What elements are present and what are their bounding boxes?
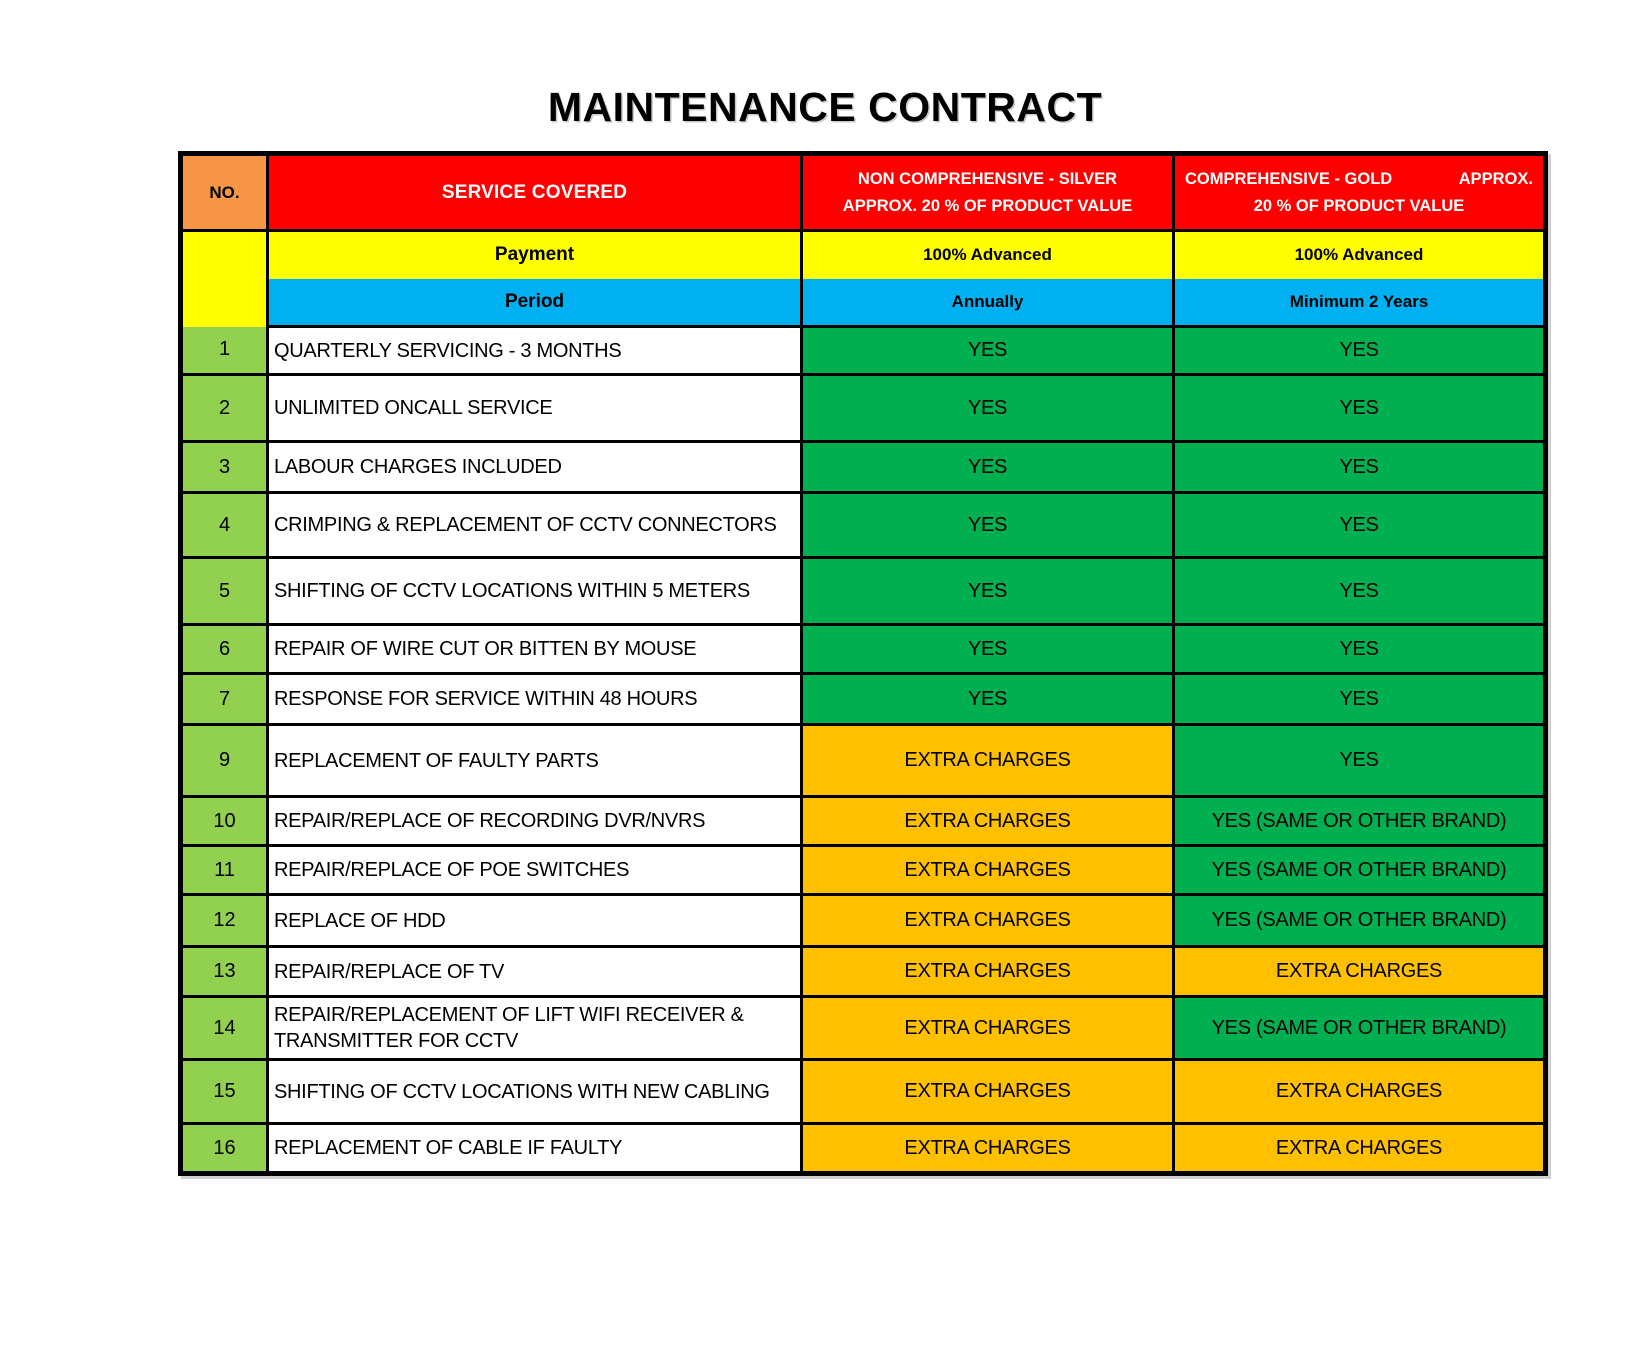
table-row: 14 REPAIR/REPLACEMENT OF LIFT WIFI RECEI… (179, 995, 1547, 1061)
service-cell: REPAIR/REPLACE OF RECORDING DVR/NVRS (266, 795, 803, 847)
payment-row: Payment 100% Advanced 100% Advanced (179, 229, 1547, 327)
row-number-cell: 11 (179, 844, 269, 896)
row-number-cell: 2 (179, 373, 269, 443)
silver-plan-line2: APPROX. 20 % OF PRODUCT VALUE (842, 196, 1133, 215)
table-row: 12 REPLACE OF HDD EXTRA CHARGES YES (SAM… (179, 893, 1547, 948)
service-cell: REPAIR OF WIRE CUT OR BITTEN BY MOUSE (266, 623, 803, 675)
gold-value-cell: YES (1172, 556, 1547, 626)
row-number-cell: 5 (179, 556, 269, 626)
service-cell: RESPONSE FOR SERVICE WITHIN 48 HOURS (266, 672, 803, 726)
gold-value-cell: YES (1172, 623, 1547, 675)
service-cell: REPAIR/REPLACEMENT OF LIFT WIFI RECEIVER… (266, 995, 803, 1061)
service-cell: REPAIR/REPLACE OF POE SWITCHES (266, 844, 803, 896)
gold-value-cell: YES (SAME OR OTHER BRAND) (1172, 995, 1547, 1061)
silver-value-cell: EXTRA CHARGES (800, 1058, 1175, 1125)
row-number-cell: 12 (179, 893, 269, 948)
silver-value-cell: EXTRA CHARGES (800, 995, 1175, 1061)
gold-plan-name: COMPREHENSIVE - GOLD (1185, 169, 1393, 188)
silver-value-cell: YES (800, 373, 1175, 443)
service-cell: UNLIMITED ONCALL SERVICE (266, 373, 803, 443)
row-number-cell: 15 (179, 1058, 269, 1125)
service-cell: REPLACEMENT OF CABLE IF FAULTY (266, 1122, 803, 1175)
gold-value-cell: YES (1172, 491, 1547, 559)
row-number-cell: 13 (179, 945, 269, 998)
period-silver-cell: Annually (800, 278, 1175, 328)
service-cell: SHIFTING OF CCTV LOCATIONS WITH NEW CABL… (266, 1058, 803, 1125)
period-label-cell: Period (266, 278, 803, 328)
table-row: 7 RESPONSE FOR SERVICE WITHIN 48 HOURS Y… (179, 672, 1547, 726)
silver-value-cell: EXTRA CHARGES (800, 723, 1175, 798)
silver-value-cell: EXTRA CHARGES (800, 893, 1175, 948)
payment-gold-cell: 100% Advanced (1172, 229, 1547, 279)
silver-value-cell: YES (800, 556, 1175, 626)
gold-value-cell: EXTRA CHARGES (1172, 945, 1547, 998)
silver-plan-line1: NON COMPREHENSIVE - SILVER (857, 169, 1118, 188)
row-number-cell: 3 (179, 440, 269, 494)
no-header-cell: NO. (179, 152, 269, 232)
silver-value-cell: YES (800, 672, 1175, 726)
table-row: 9 REPLACEMENT OF FAULTY PARTS EXTRA CHAR… (179, 723, 1547, 798)
gold-value-cell: YES (SAME OR OTHER BRAND) (1172, 795, 1547, 847)
row-number-cell: 9 (179, 723, 269, 798)
gold-value-cell: YES (SAME OR OTHER BRAND) (1172, 844, 1547, 896)
service-cell: SHIFTING OF CCTV LOCATIONS WITHIN 5 METE… (266, 556, 803, 626)
header-row: NO. SERVICE COVERED NON COMPREHENSIVE - … (179, 152, 1547, 232)
row-number-cell: 6 (179, 623, 269, 675)
table-row: 16 REPLACEMENT OF CABLE IF FAULTY EXTRA … (179, 1122, 1547, 1175)
gold-value-cell: YES (1172, 723, 1547, 798)
table-row: 2 UNLIMITED ONCALL SERVICE YES YES (179, 373, 1547, 443)
row-number-cell: 7 (179, 672, 269, 726)
table-row: 11 REPAIR/REPLACE OF POE SWITCHES EXTRA … (179, 844, 1547, 896)
service-cell: REPLACEMENT OF FAULTY PARTS (266, 723, 803, 798)
gold-value-cell: YES (1172, 325, 1547, 376)
silver-value-cell: EXTRA CHARGES (800, 1122, 1175, 1175)
silver-value-cell: YES (800, 491, 1175, 559)
silver-value-cell: EXTRA CHARGES (800, 844, 1175, 896)
row-number-cell: 16 (179, 1122, 269, 1175)
service-cell: QUARTERLY SERVICING - 3 MONTHS (266, 325, 803, 376)
table-row: 1 QUARTERLY SERVICING - 3 MONTHS YES YES (179, 325, 1547, 376)
table-row: 6 REPAIR OF WIRE CUT OR BITTEN BY MOUSE … (179, 623, 1547, 675)
gold-plan-line1: COMPREHENSIVE - GOLD APPROX. (1181, 166, 1537, 193)
row-number-cell: 1 (179, 325, 269, 376)
row-number-cell: 4 (179, 491, 269, 559)
service-cell: REPAIR/REPLACE OF TV (266, 945, 803, 998)
page-title: MAINTENANCE CONTRACT (547, 84, 1103, 130)
service-header-cell: SERVICE COVERED (266, 152, 803, 232)
table-row: 4 CRIMPING & REPLACEMENT OF CCTV CONNECT… (179, 491, 1547, 559)
no-column-spacer-cell (179, 229, 269, 327)
period-row: Period Annually Minimum 2 Years (181, 278, 1547, 328)
gold-value-cell: YES (1172, 672, 1547, 726)
gold-value-cell: YES (1172, 373, 1547, 443)
silver-value-cell: YES (800, 623, 1175, 675)
payment-silver-cell: 100% Advanced (800, 229, 1175, 279)
table-row: 13 REPAIR/REPLACE OF TV EXTRA CHARGES EX… (179, 945, 1547, 998)
row-number-cell: 10 (179, 795, 269, 847)
service-cell: REPLACE OF HDD (266, 893, 803, 948)
silver-value-cell: YES (800, 325, 1175, 376)
period-gold-cell: Minimum 2 Years (1172, 278, 1547, 328)
table-row: 5 SHIFTING OF CCTV LOCATIONS WITHIN 5 ME… (179, 556, 1547, 626)
table-row: 15 SHIFTING OF CCTV LOCATIONS WITH NEW C… (179, 1058, 1547, 1125)
silver-value-cell: EXTRA CHARGES (800, 795, 1175, 847)
maintenance-table: NO. SERVICE COVERED NON COMPREHENSIVE - … (178, 151, 1548, 1176)
gold-value-cell: EXTRA CHARGES (1172, 1122, 1547, 1175)
payment-label-cell: Payment (266, 229, 803, 279)
table-row: 10 REPAIR/REPLACE OF RECORDING DVR/NVRS … (179, 795, 1547, 847)
gold-value-cell: YES (1172, 440, 1547, 494)
table-row: 3 LABOUR CHARGES INCLUDED YES YES (179, 440, 1547, 494)
service-cell: CRIMPING & REPLACEMENT OF CCTV CONNECTOR… (266, 491, 803, 559)
gold-plan-header-cell: COMPREHENSIVE - GOLD APPROX. 20 % OF PRO… (1172, 152, 1547, 232)
gold-value-cell: YES (SAME OR OTHER BRAND) (1172, 893, 1547, 948)
silver-plan-header-cell: NON COMPREHENSIVE - SILVER APPROX. 20 % … (800, 152, 1175, 232)
gold-plan-approx: APPROX. (1458, 169, 1533, 188)
gold-plan-line2: 20 % OF PRODUCT VALUE (1253, 196, 1465, 215)
silver-value-cell: EXTRA CHARGES (800, 945, 1175, 998)
service-cell: LABOUR CHARGES INCLUDED (266, 440, 803, 494)
row-number-cell: 14 (179, 995, 269, 1061)
silver-value-cell: YES (800, 440, 1175, 494)
gold-value-cell: EXTRA CHARGES (1172, 1058, 1547, 1125)
